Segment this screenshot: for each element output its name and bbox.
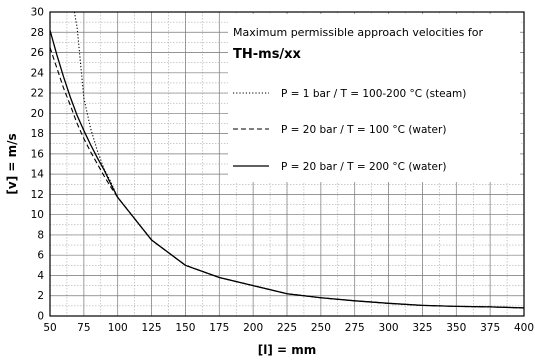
series-line-dotted xyxy=(73,12,524,309)
y-tick-label: 28 xyxy=(31,27,44,39)
x-tick-label: 375 xyxy=(480,322,500,334)
y-tick-label: 10 xyxy=(31,209,44,221)
legend-title: Maximum permissible approach velocities … xyxy=(233,26,483,39)
x-tick-label: 150 xyxy=(175,322,195,334)
y-tick-label: 26 xyxy=(31,47,45,59)
x-axis-ticks: 50 75 100 125 150 175 200 225 250 275 300 325 350 375… xyxy=(43,322,534,334)
x-tick-label: 300 xyxy=(379,322,399,334)
y-tick-label: 0 xyxy=(37,311,44,323)
x-tick-label: 100 xyxy=(108,322,128,334)
y-tick-label: 6 xyxy=(37,250,44,262)
x-tick-label: 400 xyxy=(514,322,534,334)
x-tick-label: 325 xyxy=(412,322,432,334)
y-tick-label: 8 xyxy=(37,229,44,241)
y-axis-label: [v] = m/s xyxy=(5,133,19,194)
y-tick-label: 14 xyxy=(31,169,45,181)
x-tick-label: 275 xyxy=(345,322,365,334)
plot-frame xyxy=(49,11,525,317)
x-axis-label: [l] = mm xyxy=(258,343,317,357)
y-tick-label: 30 xyxy=(31,7,44,19)
y-tick-label: 12 xyxy=(31,189,44,201)
series-line-solid xyxy=(50,30,524,309)
series-lines xyxy=(50,12,524,309)
legend-entries: P = 1 bar / T = 100-200 °C (steam) P = 20… xyxy=(233,88,466,173)
y-tick-label: 4 xyxy=(37,270,44,282)
legend: Maximum permissible approach velocities … xyxy=(228,14,520,182)
x-tick-label: 125 xyxy=(142,322,162,334)
y-tick-label: 2 xyxy=(37,290,44,302)
y-tick-label: 24 xyxy=(31,67,45,79)
y-tick-label: 20 xyxy=(31,108,44,120)
x-tick-label: 225 xyxy=(277,322,297,334)
legend-label-dotted: P = 1 bar / T = 100-200 °C (steam) xyxy=(281,88,466,100)
x-tick-label: 50 xyxy=(43,322,56,334)
legend-label-dashed: P = 20 bar / T = 100 °C (water) xyxy=(281,124,446,136)
legend-subtitle: TH-ms/xx xyxy=(233,47,302,62)
x-tick-label: 350 xyxy=(446,322,466,334)
y-tick-label: 18 xyxy=(31,128,44,140)
x-tick-label: 250 xyxy=(311,322,331,334)
legend-background xyxy=(228,14,520,182)
y-tick-label: 16 xyxy=(31,148,45,160)
x-tick-label: 175 xyxy=(209,322,229,334)
y-tick-label: 22 xyxy=(31,88,44,100)
legend-label-solid: P = 20 bar / T = 200 °C (water) xyxy=(281,161,446,173)
x-tick-label: 75 xyxy=(77,322,90,334)
x-tick-label: 200 xyxy=(243,322,263,334)
